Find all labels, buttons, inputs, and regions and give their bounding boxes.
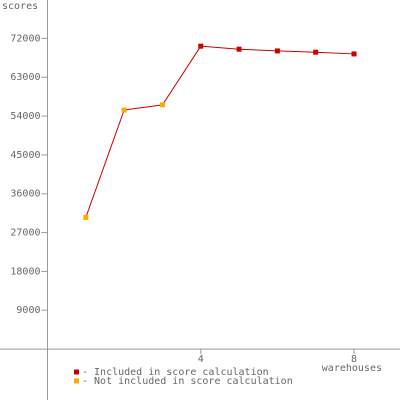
x-axis-label: warehouses — [322, 363, 382, 374]
y-tick-label: 18000 — [10, 266, 40, 277]
legend-label: - Not included in score calculation — [82, 376, 293, 387]
y-tick-label: 45000 — [10, 150, 40, 161]
point — [313, 49, 319, 55]
y-tick-label: 63000 — [10, 72, 40, 83]
x-tick-label: 8 — [351, 354, 357, 365]
point — [83, 214, 89, 220]
y-tick-label: 9000 — [16, 305, 40, 316]
point — [236, 46, 242, 52]
legend-swatch — [74, 369, 79, 375]
point — [274, 48, 280, 54]
y-tick-label: 27000 — [10, 228, 40, 239]
y-tick-label: 36000 — [10, 189, 40, 200]
point — [198, 43, 204, 49]
line — [85, 45, 355, 218]
y-tick-label: 72000 — [10, 33, 40, 44]
point — [121, 107, 127, 113]
legend-label: - Included in score calculation — [82, 367, 269, 378]
y-tick-label: 54000 — [10, 111, 40, 122]
y-axis-label: scores — [2, 1, 38, 12]
point — [159, 102, 165, 108]
legend-swatch — [74, 378, 79, 384]
point — [351, 51, 357, 57]
x-tick-label: 4 — [198, 354, 204, 365]
